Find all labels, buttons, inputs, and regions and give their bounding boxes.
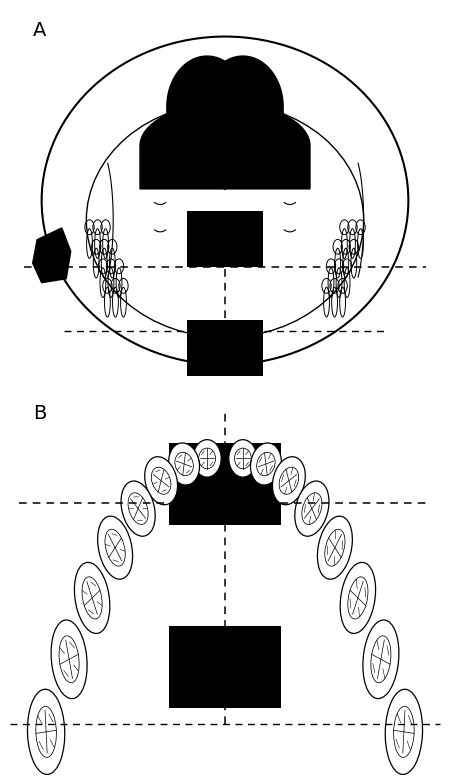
Ellipse shape: [27, 689, 65, 775]
Bar: [169, 443, 281, 524]
Polygon shape: [140, 103, 310, 189]
Polygon shape: [167, 56, 248, 158]
Polygon shape: [202, 56, 283, 158]
Ellipse shape: [385, 689, 423, 775]
Ellipse shape: [121, 481, 155, 536]
Polygon shape: [33, 228, 71, 282]
Ellipse shape: [145, 457, 178, 505]
Bar: [187, 320, 263, 376]
Ellipse shape: [272, 457, 305, 505]
Ellipse shape: [317, 516, 352, 579]
Ellipse shape: [169, 443, 199, 485]
Ellipse shape: [98, 516, 133, 579]
Ellipse shape: [340, 562, 376, 633]
Text: A: A: [33, 21, 46, 40]
Ellipse shape: [193, 440, 221, 477]
Ellipse shape: [51, 620, 87, 699]
Ellipse shape: [229, 440, 257, 477]
Text: B: B: [33, 404, 46, 423]
Bar: [169, 626, 281, 709]
Ellipse shape: [295, 481, 329, 536]
Ellipse shape: [74, 562, 110, 633]
Bar: [187, 211, 263, 267]
Ellipse shape: [251, 443, 281, 485]
Ellipse shape: [363, 620, 399, 699]
